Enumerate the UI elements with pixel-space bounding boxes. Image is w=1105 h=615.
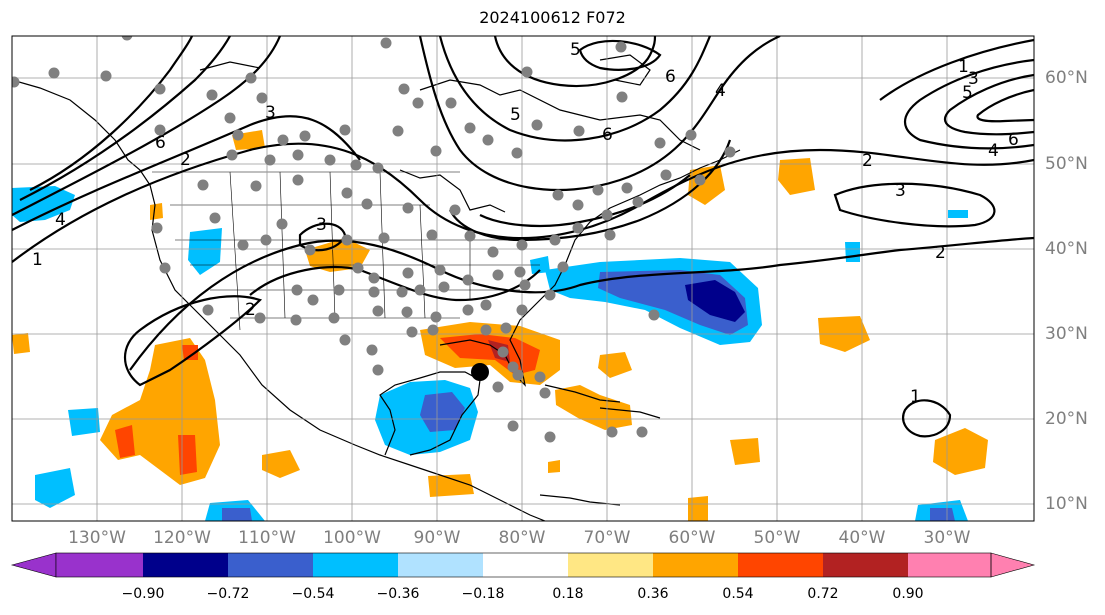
contour-label: 5 [570, 40, 581, 60]
contour-label: 3 [895, 181, 906, 201]
colorbar-bin [738, 553, 823, 577]
map-title: 2024100612 F072 [479, 8, 626, 27]
lon-label: 30°W [923, 528, 971, 548]
lat-label: 60°N [1045, 68, 1088, 88]
contour-label: 2 [245, 300, 256, 320]
contour-label: 4 [715, 81, 726, 101]
contour-label: 6 [602, 125, 613, 145]
lon-label: 100°W [323, 528, 381, 548]
contour-label: 4 [988, 141, 999, 161]
colorbar-tick-label: −0.54 [291, 586, 335, 602]
colorbar-extend-low [10, 552, 57, 578]
lat-label: 10°N [1045, 494, 1088, 514]
colorbar-bin [568, 553, 653, 577]
colorbar-tick-label: 0.90 [892, 586, 924, 602]
colorbar-tick-label: 0.54 [722, 586, 754, 602]
lon-label: 120°W [153, 528, 211, 548]
contour-label: 1 [910, 387, 921, 407]
storm-center-marker [471, 363, 489, 381]
contour-label: 2 [180, 150, 191, 170]
lat-label: 50°N [1045, 154, 1088, 174]
lon-label: 70°W [583, 528, 631, 548]
colorbar-bin [313, 553, 398, 577]
contour-label: 6 [1008, 130, 1019, 150]
contour-label: 5 [510, 105, 521, 125]
colorbar-bin [908, 553, 991, 577]
colorbar-bin [56, 553, 143, 577]
colorbar-tick-label: 0.18 [552, 586, 584, 602]
lon-label: 40°W [838, 528, 886, 548]
lon-label: 50°W [753, 528, 801, 548]
lon-label: 110°W [238, 528, 296, 548]
colorbar-tick-label: −0.90 [121, 586, 165, 602]
lon-label: 130°W [68, 528, 126, 548]
lat-label: 20°N [1045, 409, 1088, 429]
contour-label: 3 [265, 103, 276, 123]
contour-label: 6 [155, 133, 166, 153]
colorbar-tick-label: −0.72 [206, 586, 250, 602]
colorbar-bin [143, 553, 228, 577]
lat-label: 40°N [1045, 239, 1088, 259]
colorbar-bin [483, 553, 568, 577]
colorbar-bin [823, 553, 908, 577]
contour-label: 2 [862, 151, 873, 171]
contour-label: 3 [316, 215, 327, 235]
colorbar-bin [398, 553, 483, 577]
lon-label: 90°W [413, 528, 461, 548]
coastlines [12, 54, 741, 521]
contour-label: 3 [968, 69, 979, 89]
contour-label: 4 [55, 210, 66, 230]
contour-label: 6 [665, 67, 676, 87]
lon-label: 60°W [668, 528, 716, 548]
colorbar-bin [228, 553, 313, 577]
colorbar-tick-label: −0.18 [461, 586, 505, 602]
contour-label: 2 [935, 243, 946, 263]
colorbar [10, 552, 1036, 578]
grid-lines [12, 36, 1034, 521]
colorbar-extend-high [990, 552, 1036, 578]
colorbar-tick-label: 0.72 [807, 586, 839, 602]
contour-label: 1 [32, 250, 43, 270]
colorbar-bin [653, 553, 738, 577]
contour-labels: 1 1 1 2 2 2 2 3 3 3 3 4 4 4 5 5 5 6 6 6 … [32, 40, 1019, 407]
contour-label: 5 [962, 83, 973, 103]
lat-label: 30°N [1045, 324, 1088, 344]
contour-label: 1 [958, 57, 969, 77]
colorbar-tick-label: 0.36 [637, 586, 669, 602]
lon-label: 80°W [498, 528, 546, 548]
colorbar-tick-label: −0.36 [376, 586, 420, 602]
station-markers [12, 36, 736, 443]
